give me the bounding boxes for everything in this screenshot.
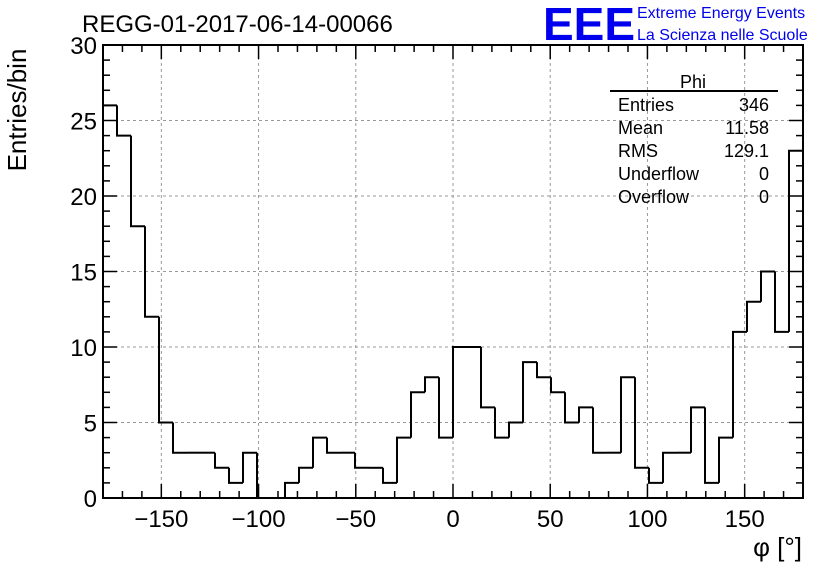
stats-label: Entries (618, 95, 674, 115)
histogram-bin (522, 361, 537, 423)
stats-label: Mean (618, 118, 663, 138)
grid-lines (103, 45, 803, 498)
histogram-bin (228, 467, 243, 484)
logo-line-2: La Scienza nelle Scuole (637, 27, 808, 44)
histogram-bin (564, 392, 579, 424)
stats-name: Phi (680, 72, 706, 92)
histogram-bin (116, 105, 131, 137)
histogram-bin (326, 437, 341, 454)
histogram-bin (508, 421, 523, 438)
stats-box: Phi Entries 346 Mean 11.58 RMS 129.1 Underflow… (610, 72, 778, 207)
x-tick-label: −150 (134, 506, 188, 533)
x-tick-label: −50 (335, 506, 376, 533)
y-tick-label: 25 (70, 109, 97, 136)
eee-logo: EEE Extreme Energy Events La Scienza nel… (543, 0, 808, 50)
histogram-bin (354, 452, 369, 469)
x-tick-label: 0 (446, 506, 459, 533)
histogram-bin (298, 466, 313, 483)
histogram-bin (648, 467, 663, 484)
logo-line-1: Extreme Energy Events (637, 5, 805, 22)
y-axis-label: Entries/bin (2, 49, 32, 172)
y-tick-label: 30 (70, 33, 97, 60)
histogram-bin (494, 407, 509, 439)
histogram-bin (396, 436, 411, 483)
histogram-bin (382, 467, 397, 484)
y-tick-label: 0 (84, 486, 97, 513)
y-tick-label: 10 (70, 335, 97, 362)
x-tick-label: 150 (725, 506, 765, 533)
stats-value: 0 (759, 187, 769, 207)
stats-rows: Entries 346 Mean 11.58 RMS 129.1 Underflow 0 Ove… (618, 95, 769, 207)
histogram-bin (242, 451, 257, 483)
histogram-bin (732, 330, 747, 438)
histogram-bin (424, 376, 439, 393)
histogram-bin (536, 362, 551, 379)
histogram-bin (760, 270, 775, 302)
histogram-bin (144, 226, 159, 318)
histogram-bin (284, 481, 299, 498)
x-tick-label: −100 (232, 506, 286, 533)
histogram-bin (704, 407, 719, 484)
histogram-bin (690, 406, 705, 453)
histogram-bin (634, 377, 649, 469)
histogram-bin (592, 407, 607, 454)
stats-value: 129.1 (724, 141, 769, 161)
histogram-bin (550, 377, 565, 394)
stats-label: Overflow (618, 187, 690, 207)
y-tick-label: 5 (84, 411, 97, 438)
histogram-bin (172, 422, 187, 454)
stats-label: RMS (618, 141, 658, 161)
histogram-bin (746, 300, 761, 332)
logo-mark: EEE (543, 0, 635, 50)
histogram-bin (452, 346, 467, 438)
stats-value: 11.58 (725, 118, 769, 138)
y-tick-label: 20 (70, 184, 97, 211)
x-tick-label: 100 (627, 506, 667, 533)
histogram-bin (214, 452, 229, 469)
stats-value: 346 (739, 95, 769, 115)
histogram-bin (718, 436, 733, 483)
axes: −150 −100 −50 0 50 100 150 0 5 10 15 20 25 30 (70, 33, 804, 533)
histogram-bin (620, 376, 635, 453)
histogram-bin (410, 391, 425, 438)
histogram-bin (774, 271, 789, 333)
y-tick-label: 15 (70, 260, 97, 287)
histogram-bin (130, 135, 145, 228)
histogram-bin (158, 316, 173, 424)
histogram-bin (438, 377, 453, 439)
histogram-bin (312, 436, 327, 468)
histogram-bin (480, 347, 495, 409)
stats-value: 0 (759, 164, 769, 184)
histogram-bin (578, 406, 593, 423)
stats-label: Underflow (618, 164, 700, 184)
histogram-bin (662, 451, 677, 483)
x-axis-label: φ [°] (753, 532, 802, 562)
x-tick-label: 50 (537, 506, 564, 533)
chart-title: REGG-01-2017-06-14-00066 (82, 11, 393, 38)
